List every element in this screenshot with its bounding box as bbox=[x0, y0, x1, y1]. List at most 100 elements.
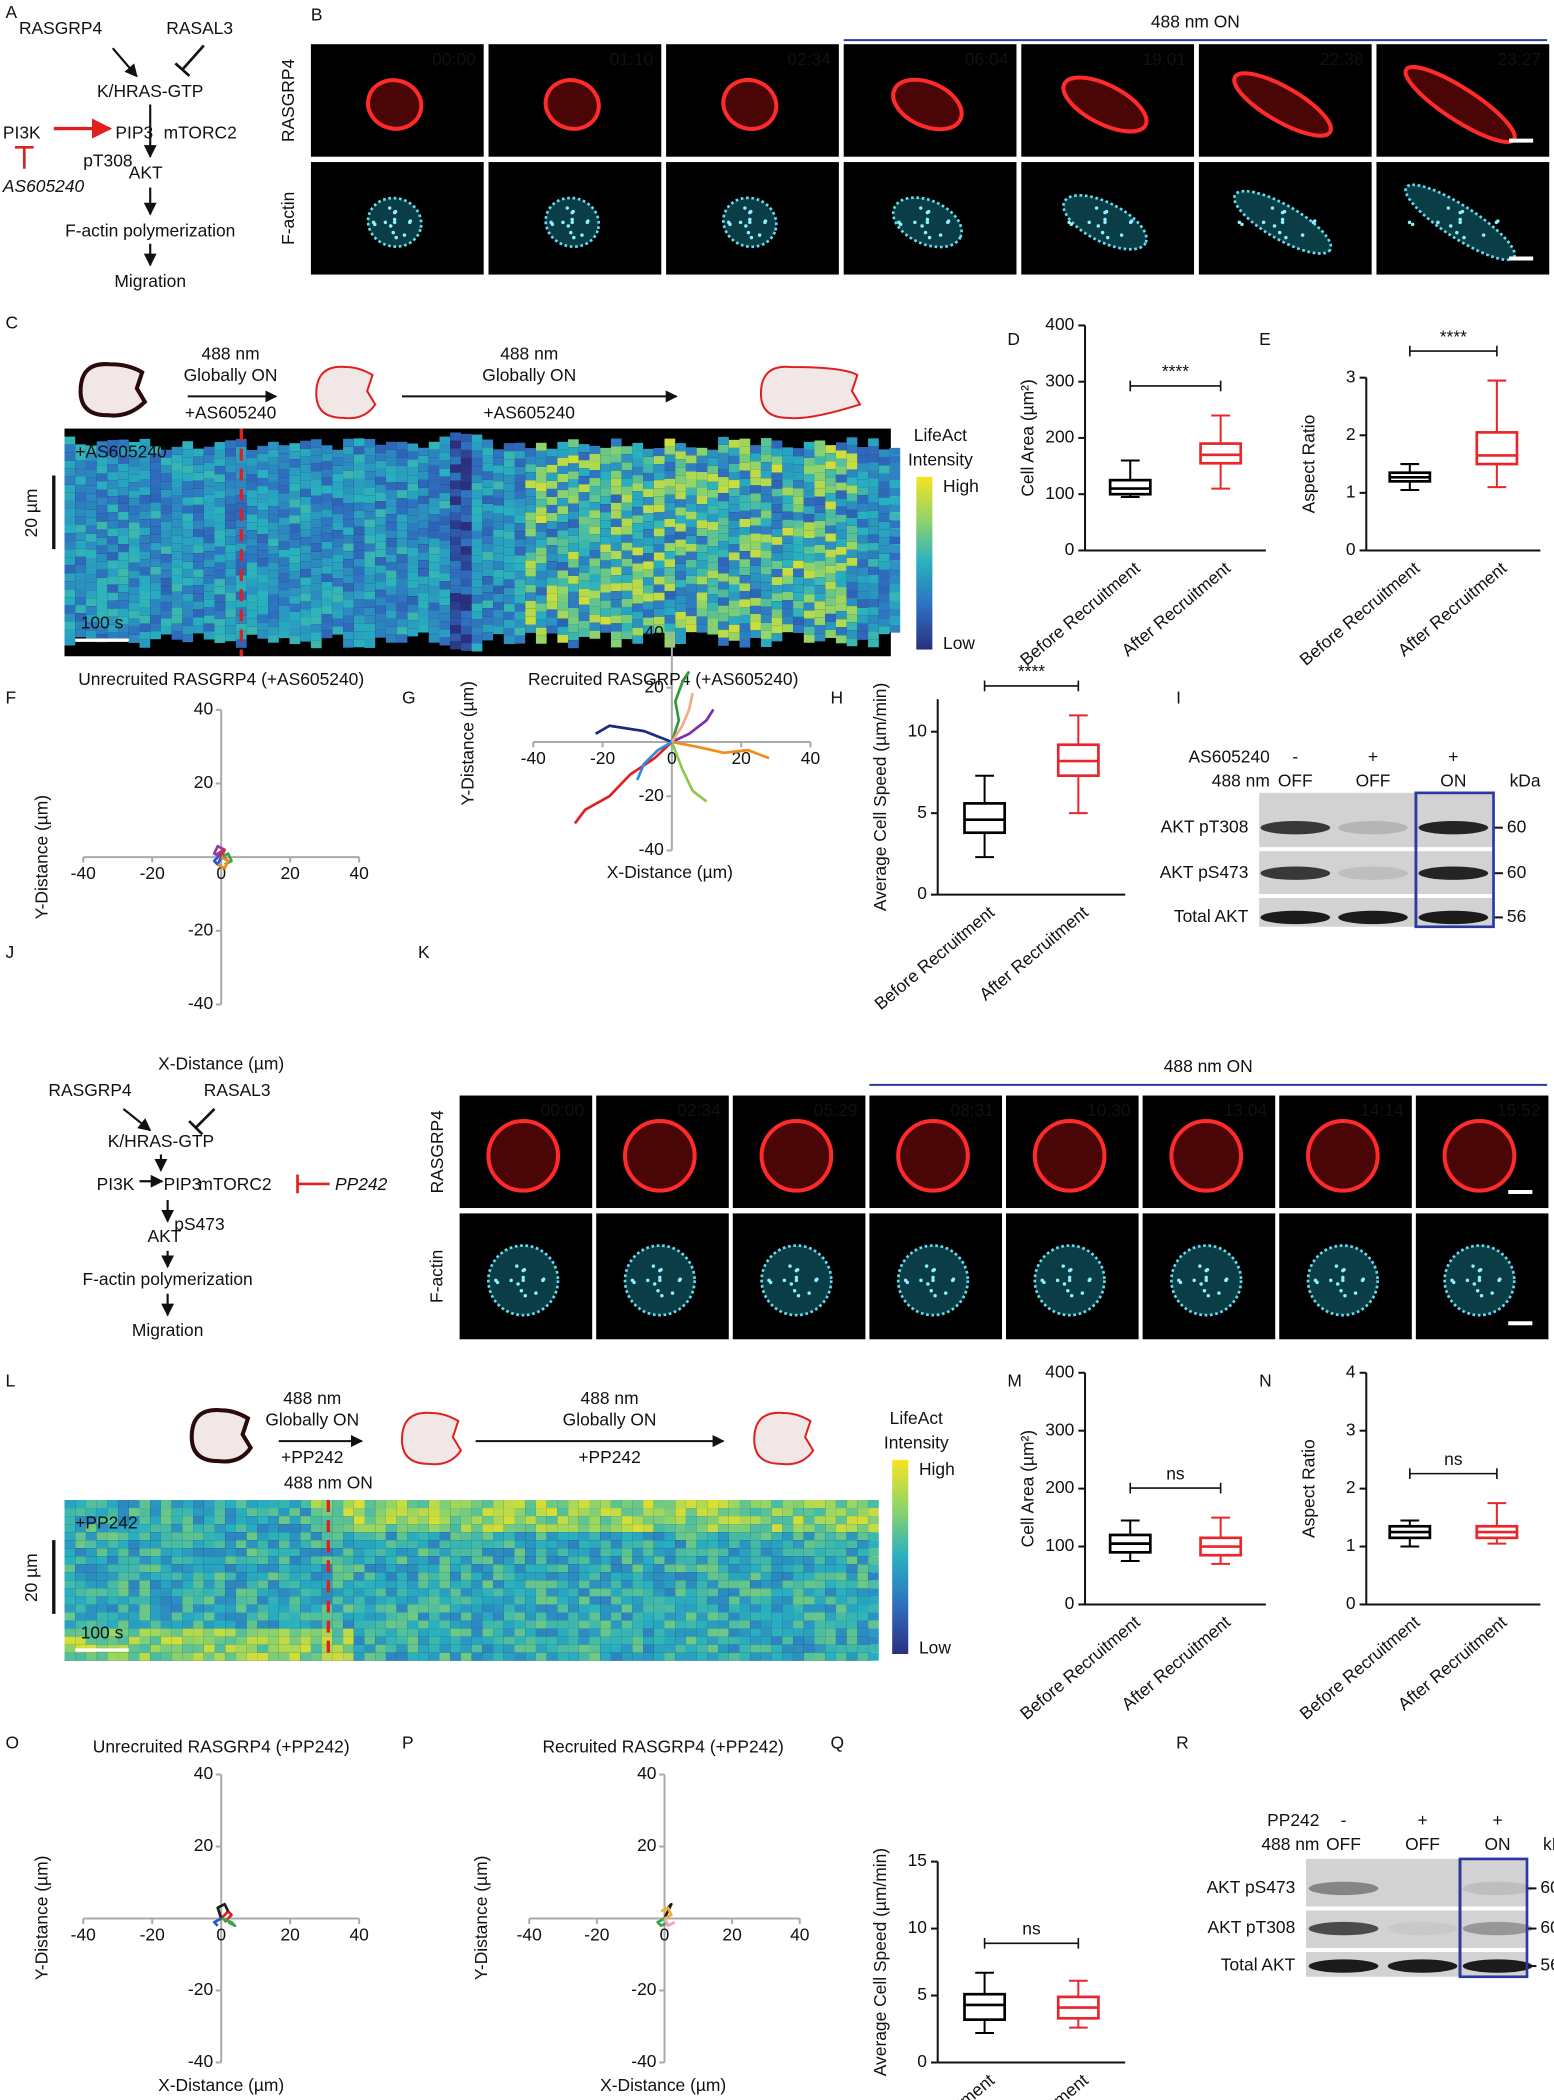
speckle bbox=[1067, 1268, 1072, 1273]
kymograph-cell bbox=[364, 559, 376, 568]
kymograph-cell bbox=[278, 525, 290, 534]
kymograph-cell bbox=[418, 1556, 429, 1565]
kymograph-cell bbox=[289, 636, 301, 645]
band bbox=[1308, 1881, 1379, 1896]
kymograph-cell bbox=[568, 1532, 579, 1541]
kymograph-cell bbox=[418, 1628, 429, 1637]
kymograph-cell bbox=[85, 1652, 97, 1661]
kymograph-cell bbox=[375, 613, 386, 622]
kymograph-cell bbox=[332, 1636, 344, 1645]
kymograph-cell bbox=[364, 1524, 376, 1533]
speckle bbox=[1475, 1288, 1480, 1293]
kymograph-cell bbox=[460, 1580, 472, 1589]
kymograph-cell bbox=[793, 528, 804, 537]
y-tick-label: 2 bbox=[1346, 1477, 1356, 1497]
kymograph-cell bbox=[750, 509, 761, 518]
kymograph-cell bbox=[814, 448, 826, 457]
kymograph-cell bbox=[214, 530, 226, 539]
kymograph-cell bbox=[814, 1604, 826, 1613]
kymograph-cell bbox=[64, 492, 76, 501]
kymograph-cell bbox=[739, 1604, 751, 1613]
kymograph-cell bbox=[375, 573, 386, 582]
kymograph-cell bbox=[589, 606, 601, 615]
kymograph-cell bbox=[610, 1652, 622, 1661]
kymograph-cell bbox=[482, 1620, 494, 1629]
kymograph-cell bbox=[332, 602, 344, 611]
kymograph-cell bbox=[203, 1548, 215, 1557]
x-tick-label: 40 bbox=[790, 1925, 809, 1945]
kymograph-cell bbox=[578, 1644, 590, 1653]
kymograph-cell bbox=[343, 1620, 354, 1629]
kymograph-cell bbox=[343, 438, 354, 447]
kymograph-cell bbox=[568, 455, 579, 464]
kymograph-cell bbox=[310, 583, 322, 592]
kymograph-cell bbox=[525, 1596, 536, 1605]
kymograph-cell bbox=[225, 464, 236, 473]
kymograph-cell bbox=[739, 1612, 751, 1621]
kymograph-cell bbox=[203, 446, 215, 455]
drug-label: +AS605240 bbox=[185, 402, 276, 422]
kymograph-cell bbox=[503, 611, 515, 620]
kymograph-cell bbox=[332, 465, 344, 474]
kymograph-cell bbox=[482, 600, 494, 609]
x-axis-label: X-Distance (µm) bbox=[158, 2075, 284, 2095]
pathway-node: AS605240 bbox=[2, 176, 85, 196]
y-tick-label: 40 bbox=[194, 698, 213, 718]
kymograph-cell bbox=[589, 574, 601, 583]
kymograph-cell bbox=[514, 571, 526, 580]
kymograph-cell bbox=[750, 1612, 761, 1621]
kymograph-cell bbox=[75, 492, 86, 501]
kymograph-cell bbox=[278, 1548, 290, 1557]
kymograph-cell bbox=[514, 1604, 526, 1613]
kymograph-cell bbox=[182, 1580, 194, 1589]
kymograph-cell bbox=[150, 631, 161, 640]
kymograph-cell bbox=[857, 607, 869, 616]
kymograph-cell bbox=[450, 625, 461, 634]
kymograph-cell bbox=[771, 585, 783, 594]
kymograph-cell bbox=[375, 484, 386, 494]
kymograph-cell bbox=[793, 616, 804, 625]
kymograph-cell bbox=[193, 1540, 204, 1549]
kymograph-cell bbox=[214, 1604, 226, 1613]
kymograph-cell bbox=[525, 472, 536, 481]
kymograph-cell bbox=[664, 623, 676, 632]
kymograph-cell bbox=[418, 512, 429, 521]
kymograph-cell bbox=[707, 1636, 719, 1645]
kymograph-cell bbox=[696, 479, 708, 488]
panel-label: A bbox=[6, 2, 18, 22]
kymograph-cell bbox=[643, 1620, 654, 1629]
kymograph-cell bbox=[739, 599, 751, 608]
kymograph-cell bbox=[675, 1644, 686, 1653]
kymograph-cell bbox=[332, 1508, 344, 1517]
kymograph-cell bbox=[728, 463, 740, 473]
kymograph-cell bbox=[771, 1508, 783, 1517]
kymograph-cell bbox=[675, 627, 686, 636]
kymograph-cell bbox=[139, 519, 151, 528]
kymograph-cell bbox=[846, 501, 858, 510]
kymograph-cell bbox=[396, 1628, 408, 1637]
kymograph-cell bbox=[385, 594, 397, 603]
kymograph-cell bbox=[589, 1596, 601, 1605]
kymograph-cell bbox=[878, 594, 890, 603]
kymograph-cell bbox=[525, 1636, 536, 1645]
kymograph-cell bbox=[128, 1628, 140, 1637]
speckle bbox=[1458, 220, 1462, 225]
kymograph-cell bbox=[257, 590, 269, 599]
kymograph-cell bbox=[664, 535, 676, 544]
kymograph-cell bbox=[225, 609, 236, 618]
speckle bbox=[1202, 1288, 1207, 1293]
kymograph-cell bbox=[150, 454, 161, 463]
light-label: 488 nm bbox=[1261, 1834, 1319, 1854]
kymograph-cell bbox=[771, 536, 783, 545]
kymograph-cell bbox=[685, 487, 697, 496]
kymograph-cell bbox=[278, 1508, 290, 1517]
kymograph-cell bbox=[460, 433, 472, 442]
kymograph-cell bbox=[760, 606, 772, 615]
kymograph-cell bbox=[225, 576, 236, 585]
kymograph-cell bbox=[428, 602, 440, 611]
kymograph-cell bbox=[835, 1612, 847, 1621]
speckle bbox=[1067, 1275, 1072, 1280]
kymograph-cell bbox=[150, 502, 161, 511]
speckle bbox=[1334, 1264, 1339, 1268]
kymograph-cell bbox=[428, 506, 440, 515]
